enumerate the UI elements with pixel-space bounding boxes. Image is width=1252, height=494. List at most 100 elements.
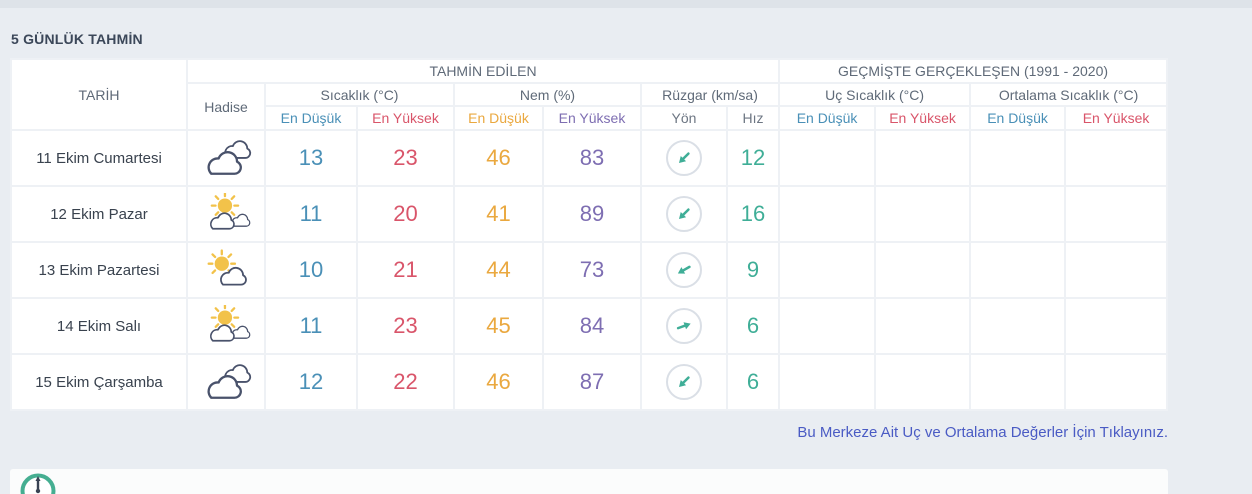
hist-extreme-max-cell [876, 355, 970, 409]
header-historical-group: GEÇMİŞTE GERÇEKLEŞEN (1991 - 2020) [780, 60, 1167, 82]
hist-avg-max-cell [1066, 299, 1167, 353]
hist-avg-max-cell [1066, 187, 1167, 241]
header-temp-max: En Yüksek [358, 107, 453, 129]
wind-speed-cell: 6 [728, 299, 779, 353]
hum-min-cell: 46 [455, 131, 542, 185]
forecast-row: 13 Ekim Pazartesi 10 21 44 73 9 [12, 243, 1167, 297]
hum-min-cell: 46 [455, 355, 542, 409]
wind-speed-cell: 9 [728, 243, 779, 297]
hist-extreme-min-cell [780, 187, 875, 241]
wind-arrow-icon [678, 208, 690, 220]
hist-avg-min-cell [971, 299, 1065, 353]
sun-behind-clouds-icon [209, 305, 251, 342]
wind-direction-cell [642, 355, 726, 409]
forecast-section: 5 GÜNLÜK TAHMİN TARİH TAHMİN EDİLEN GEÇM… [10, 31, 1169, 494]
header-extreme-max: En Yüksek [876, 107, 970, 129]
hist-extreme-max-cell [876, 131, 970, 185]
forecast-row: 12 Ekim Pazar 11 20 41 89 16 [12, 187, 1167, 241]
hist-avg-max-cell [1066, 131, 1167, 185]
forecast-row: 14 Ekim Salı 11 23 45 84 6 [12, 299, 1167, 353]
wind-direction-cell [642, 299, 726, 353]
hist-avg-min-cell [971, 131, 1065, 185]
forecast-row: 11 Ekim Cumartesi 13 23 46 83 12 [12, 131, 1167, 185]
hist-extreme-max-cell [876, 187, 970, 241]
wind-arrow-icon [676, 322, 691, 330]
header-extreme-temp: Uç Sıcaklık (°C) [780, 84, 970, 105]
header-humidity: Nem (%) [455, 84, 640, 105]
temp-min-cell: 13 [266, 131, 356, 185]
wind-direction-cell [642, 131, 726, 185]
weather-cell [188, 299, 264, 353]
date-cell: 15 Ekim Çarşamba [12, 355, 186, 409]
hist-extreme-min-cell [780, 131, 875, 185]
sun-behind-clouds-icon [209, 193, 251, 230]
header-extreme-min: En Düşük [780, 107, 875, 129]
wind-speed-cell: 16 [728, 187, 779, 241]
hum-min-cell: 41 [455, 187, 542, 241]
hist-extreme-min-cell [780, 355, 875, 409]
bottom-panel [10, 469, 1168, 494]
wind-direction-badge [666, 308, 702, 344]
sun-one-cloud-icon [207, 249, 247, 286]
header-forecast-group: TAHMİN EDİLEN [188, 60, 779, 82]
hist-avg-min-cell [971, 355, 1065, 409]
wind-direction-cell [642, 187, 726, 241]
hist-avg-max-cell [1066, 355, 1167, 409]
wind-direction-badge [666, 196, 702, 232]
weather-cell [188, 187, 264, 241]
cloudy-icon [207, 140, 252, 175]
hum-min-cell: 45 [455, 299, 542, 353]
hum-max-cell: 84 [544, 299, 640, 353]
weather-cell [188, 131, 264, 185]
forecast-row: 15 Ekim Çarşamba 12 22 46 87 6 [12, 355, 1167, 409]
date-cell: 14 Ekim Salı [12, 299, 186, 353]
clock-icon [20, 473, 56, 494]
hist-extreme-min-cell [780, 243, 875, 297]
temp-min-cell: 11 [266, 187, 356, 241]
hum-max-cell: 83 [544, 131, 640, 185]
wind-speed-cell: 12 [728, 131, 779, 185]
hum-max-cell: 87 [544, 355, 640, 409]
wind-arrow-icon [678, 376, 690, 388]
temp-max-cell: 23 [358, 131, 453, 185]
forecast-table: TARİH TAHMİN EDİLEN GEÇMİŞTE GERÇEKLEŞEN… [10, 58, 1169, 411]
temp-max-cell: 23 [358, 299, 453, 353]
wind-direction-badge [666, 364, 702, 400]
hist-avg-max-cell [1066, 243, 1167, 297]
header-avg-max: En Yüksek [1066, 107, 1167, 129]
date-cell: 12 Ekim Pazar [12, 187, 186, 241]
wind-direction-cell [642, 243, 726, 297]
hum-min-cell: 44 [455, 243, 542, 297]
date-cell: 11 Ekim Cumartesi [12, 131, 186, 185]
header-hum-max: En Yüksek [544, 107, 640, 129]
header-date: TARİH [12, 60, 186, 129]
hum-max-cell: 89 [544, 187, 640, 241]
weather-cell [188, 355, 264, 409]
top-band [0, 0, 1252, 8]
header-wind: Rüzgar (km/sa) [642, 84, 779, 105]
temp-min-cell: 10 [266, 243, 356, 297]
temp-max-cell: 21 [358, 243, 453, 297]
wind-speed-cell: 6 [728, 355, 779, 409]
temp-min-cell: 12 [266, 355, 356, 409]
header-wind-direction: Yön [642, 107, 726, 129]
hist-extreme-min-cell [780, 299, 875, 353]
historical-values-link[interactable]: Bu Merkeze Ait Uç ve Ortalama Değerler İ… [797, 424, 1168, 441]
header-avg-min: En Düşük [971, 107, 1065, 129]
header-wind-speed: Hız [728, 107, 779, 129]
header-average-temp: Ortalama Sıcaklık (°C) [971, 84, 1167, 105]
temp-min-cell: 11 [266, 299, 356, 353]
header-temp-min: En Düşük [266, 107, 356, 129]
wind-direction-badge [666, 252, 702, 288]
wind-arrow-icon [677, 265, 691, 274]
cloudy-icon [207, 364, 252, 399]
header-event: Hadise [188, 84, 264, 129]
page-title: 5 GÜNLÜK TAHMİN [11, 31, 143, 47]
wind-arrow-icon [678, 152, 690, 164]
weather-cell [188, 243, 264, 297]
header-hum-min: En Düşük [455, 107, 542, 129]
date-cell: 13 Ekim Pazartesi [12, 243, 186, 297]
header-temperature: Sıcaklık (°C) [266, 84, 453, 105]
hist-extreme-max-cell [876, 299, 970, 353]
temp-max-cell: 22 [358, 355, 453, 409]
